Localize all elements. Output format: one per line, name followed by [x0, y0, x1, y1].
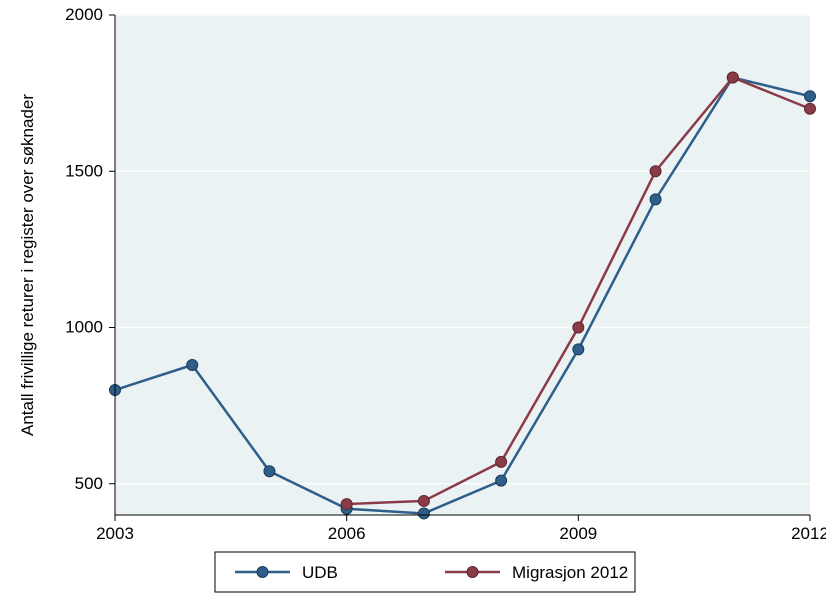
- series-marker-0: [187, 360, 198, 371]
- plot-area: [115, 15, 810, 515]
- x-tick-label: 2003: [96, 524, 134, 543]
- series-marker-0: [573, 344, 584, 355]
- y-tick-label: 2000: [65, 5, 103, 24]
- series-marker-1: [805, 103, 816, 114]
- series-marker-1: [727, 72, 738, 83]
- y-tick-label: 1000: [65, 318, 103, 337]
- series-marker-1: [418, 495, 429, 506]
- x-tick-label: 2012: [791, 524, 826, 543]
- line-chart: 2003 2006 2009 2012 500 1000 1500 2000 Antall fr…: [0, 0, 826, 600]
- series-marker-0: [264, 466, 275, 477]
- series-marker-0: [496, 475, 507, 486]
- legend-label-1: Migrasjon 2012: [512, 563, 628, 582]
- x-tick-label: 2009: [559, 524, 597, 543]
- series-marker-0: [805, 91, 816, 102]
- series-marker-1: [496, 456, 507, 467]
- legend-label-0: UDB: [302, 563, 338, 582]
- series-marker-1: [341, 499, 352, 510]
- legend-marker-0: [257, 567, 268, 578]
- y-axis-title: Antall frivillige returer i register ove…: [18, 94, 37, 436]
- series-marker-0: [418, 508, 429, 519]
- legend-marker-1: [467, 567, 478, 578]
- series-marker-0: [650, 194, 661, 205]
- y-tick-label: 500: [75, 474, 103, 493]
- series-marker-1: [573, 322, 584, 333]
- y-tick-label: 1500: [65, 161, 103, 180]
- series-marker-1: [650, 166, 661, 177]
- x-tick-label: 2006: [328, 524, 366, 543]
